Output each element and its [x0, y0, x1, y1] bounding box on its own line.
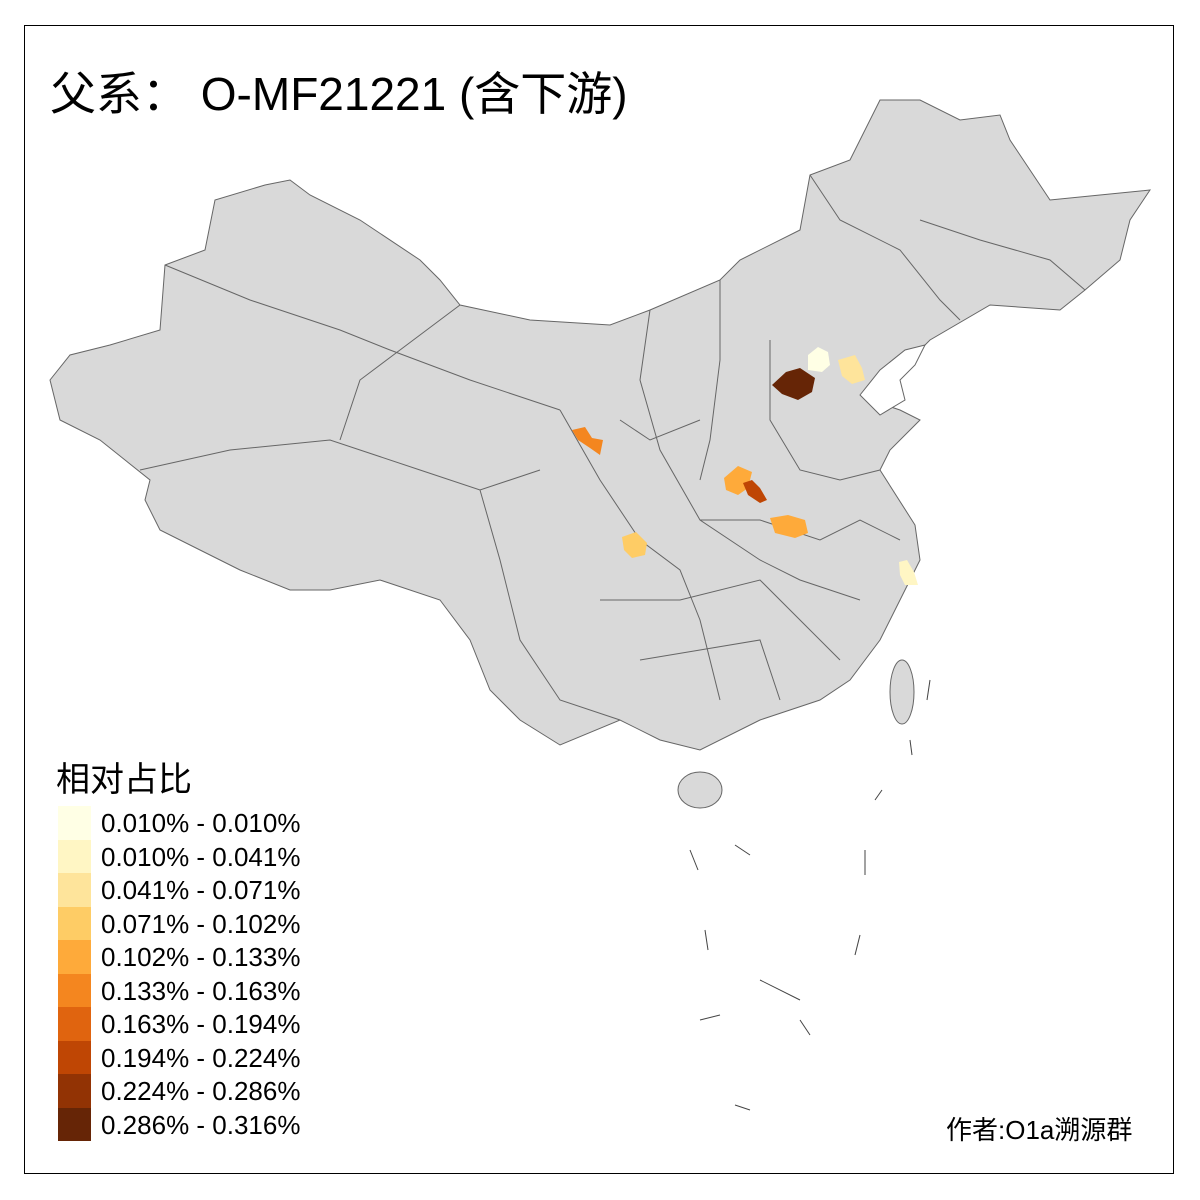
- plot-panel: [24, 25, 1174, 1174]
- region-0.041-0.071: [838, 355, 865, 384]
- legend-item: 0.041% - 0.071%: [58, 873, 358, 907]
- legend-swatch: [58, 873, 91, 907]
- region-0.102-0.133-b: [770, 515, 808, 538]
- legend-title: 相对占比: [56, 760, 192, 800]
- legend-swatch: [58, 1007, 91, 1041]
- legend-label: 0.224% - 0.286%: [101, 1076, 301, 1106]
- map-title: 父系： O-MF21221 (含下游): [50, 68, 628, 120]
- legend-swatch: [58, 1040, 91, 1074]
- region-0.133-0.163: [572, 427, 603, 455]
- legend-swatch: [58, 973, 91, 1007]
- region-0.010: [808, 347, 830, 372]
- region-0.194-0.224: [743, 480, 767, 503]
- legend-label: 0.102% - 0.133%: [101, 942, 301, 972]
- region-0.286-0.316: [772, 368, 815, 400]
- legend-item: 0.071% - 0.102%: [58, 906, 358, 940]
- legend-label: 0.163% - 0.194%: [101, 1009, 301, 1039]
- legend-swatch: [58, 806, 91, 840]
- taiwan-island: [889, 659, 915, 725]
- china-mainland: [49, 99, 1152, 751]
- legend-swatch: [58, 906, 91, 940]
- legend-label: 0.194% - 0.224%: [101, 1042, 301, 1073]
- legend-label: 0.071% - 0.102%: [101, 908, 301, 939]
- region-0.010-0.041: [899, 560, 918, 585]
- hainan-island: [677, 771, 723, 809]
- legend-item: 0.286% - 0.316%: [58, 1107, 358, 1141]
- legend-item: 0.133% - 0.163%: [58, 973, 358, 1007]
- region-0.071-0.102: [622, 532, 647, 558]
- legend-item: 0.010% - 0.041%: [58, 839, 358, 873]
- legend-label: 0.286% - 0.316%: [101, 1109, 301, 1140]
- south-sea-islands: [689, 679, 931, 1111]
- legend-label: 0.041% - 0.071%: [101, 875, 301, 905]
- author-credit: 作者:O1a溯源群: [946, 1115, 1133, 1145]
- highlighted-regions: [572, 347, 918, 585]
- legend-swatch: [58, 940, 91, 974]
- legend-swatch: [58, 1074, 91, 1108]
- legend-label: 0.133% - 0.163%: [101, 975, 301, 1006]
- legend-item: 0.102% - 0.133%: [58, 940, 358, 974]
- legend-item: 0.194% - 0.224%: [58, 1040, 358, 1074]
- legend-item: 0.224% - 0.286%: [58, 1074, 358, 1108]
- legend-label: 0.010% - 0.010%: [101, 808, 301, 838]
- legend-item: 0.010% - 0.010%: [58, 806, 358, 840]
- legend-item: 0.163% - 0.194%: [58, 1007, 358, 1041]
- legend-swatch: [58, 1107, 91, 1141]
- legend-swatch: [58, 839, 91, 873]
- province-borders: [139, 174, 1086, 721]
- legend-label: 0.010% - 0.041%: [101, 841, 301, 872]
- bohai-sea: [859, 344, 926, 416]
